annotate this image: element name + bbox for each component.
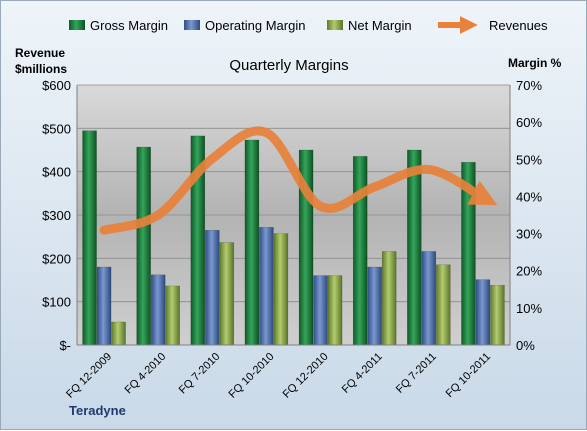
bar-operating-margin	[259, 227, 274, 346]
x-tick-label: FQ 12-2010	[281, 351, 331, 401]
legend-label-net-margin: Net Margin	[348, 18, 412, 33]
revenue-line	[99, 126, 498, 235]
bar-net-margin	[490, 284, 505, 346]
legend-label-operating-margin: Operating Margin	[205, 18, 305, 33]
bar-net-margin	[327, 275, 343, 346]
y-right-tick-label: 60%	[516, 115, 542, 130]
y-left-tick-label: $400	[42, 165, 71, 180]
y-left-title-line2: $millions	[15, 62, 67, 76]
legend-swatch-gross-margin	[69, 20, 85, 30]
bar-gross-margin	[136, 146, 151, 346]
revenue-series	[99, 126, 498, 235]
y-right-tick-label: 40%	[516, 189, 542, 204]
x-tick-label: FQ 12-2009	[64, 351, 114, 401]
legend-label-gross-margin: Gross Margin	[90, 18, 168, 33]
y-right-tick-label: 10%	[516, 301, 542, 316]
x-tick-label: FQ 10-2011	[444, 351, 493, 400]
x-tick-label: FQ 10-2010	[227, 351, 277, 401]
bar-net-margin	[111, 321, 126, 346]
y-left-tick-label: $600	[42, 78, 71, 93]
bar-net-margin	[381, 251, 397, 346]
company-label: Teradyne	[69, 403, 126, 418]
y-left-tick-label: $500	[42, 121, 71, 136]
bar-operating-margin	[421, 251, 437, 346]
bar-operating-margin	[150, 274, 166, 346]
bar-gross-margin	[82, 130, 97, 346]
y-left-tick-label: $300	[42, 208, 71, 223]
legend: Gross Margin Operating Margin Net Margin…	[69, 16, 548, 34]
x-tick-label: FQ 4-2011	[340, 351, 385, 396]
y-right-tick-label: 70%	[516, 78, 542, 93]
bar-operating-margin	[367, 266, 382, 346]
legend-swatch-net-margin	[327, 20, 343, 30]
x-tick-label: FQ 7-2011	[394, 351, 439, 396]
y-right-tick-label: 0%	[516, 338, 535, 353]
legend-swatch-operating-margin	[184, 20, 200, 30]
bar-gross-margin	[244, 139, 260, 346]
y-left-axis: $- $100 $200 $300 $400 $500 $600	[42, 78, 78, 353]
y-right-tick-label: 20%	[516, 264, 542, 279]
x-tick-label: FQ 7-2010	[177, 351, 223, 397]
y-left-title-line1: Revenue	[15, 46, 65, 60]
bar-gross-margin	[352, 156, 368, 346]
y-right-tick-label: 30%	[516, 227, 542, 242]
legend-label-revenues: Revenues	[489, 18, 548, 33]
bar-gross-margin	[407, 149, 422, 346]
bar-operating-margin	[96, 266, 112, 346]
y-right-title: Margin %	[508, 56, 562, 70]
bar-net-margin	[165, 285, 180, 346]
bar-operating-margin	[205, 229, 220, 346]
y-right-tick-label: 50%	[516, 152, 542, 167]
chart-title: Quarterly Margins	[229, 57, 348, 74]
x-tick-label: FQ 4-2010	[123, 351, 169, 397]
y-left-tick-label: $-	[59, 338, 71, 353]
bar-operating-margin	[313, 275, 328, 346]
bar-net-margin	[219, 242, 235, 346]
bar-net-margin	[436, 264, 451, 346]
x-axis: FQ 12-2009 FQ 4-2010 FQ 7-2010 FQ 10-2010 FQ…	[64, 344, 510, 401]
bar-net-margin	[273, 233, 289, 346]
y-left-tick-label: $100	[42, 295, 71, 310]
bar-operating-margin	[475, 279, 491, 346]
y-right-axis: 0% 10% 20% 30% 40% 50% 60% 70%	[509, 78, 542, 353]
y-left-tick-label: $200	[42, 251, 71, 266]
